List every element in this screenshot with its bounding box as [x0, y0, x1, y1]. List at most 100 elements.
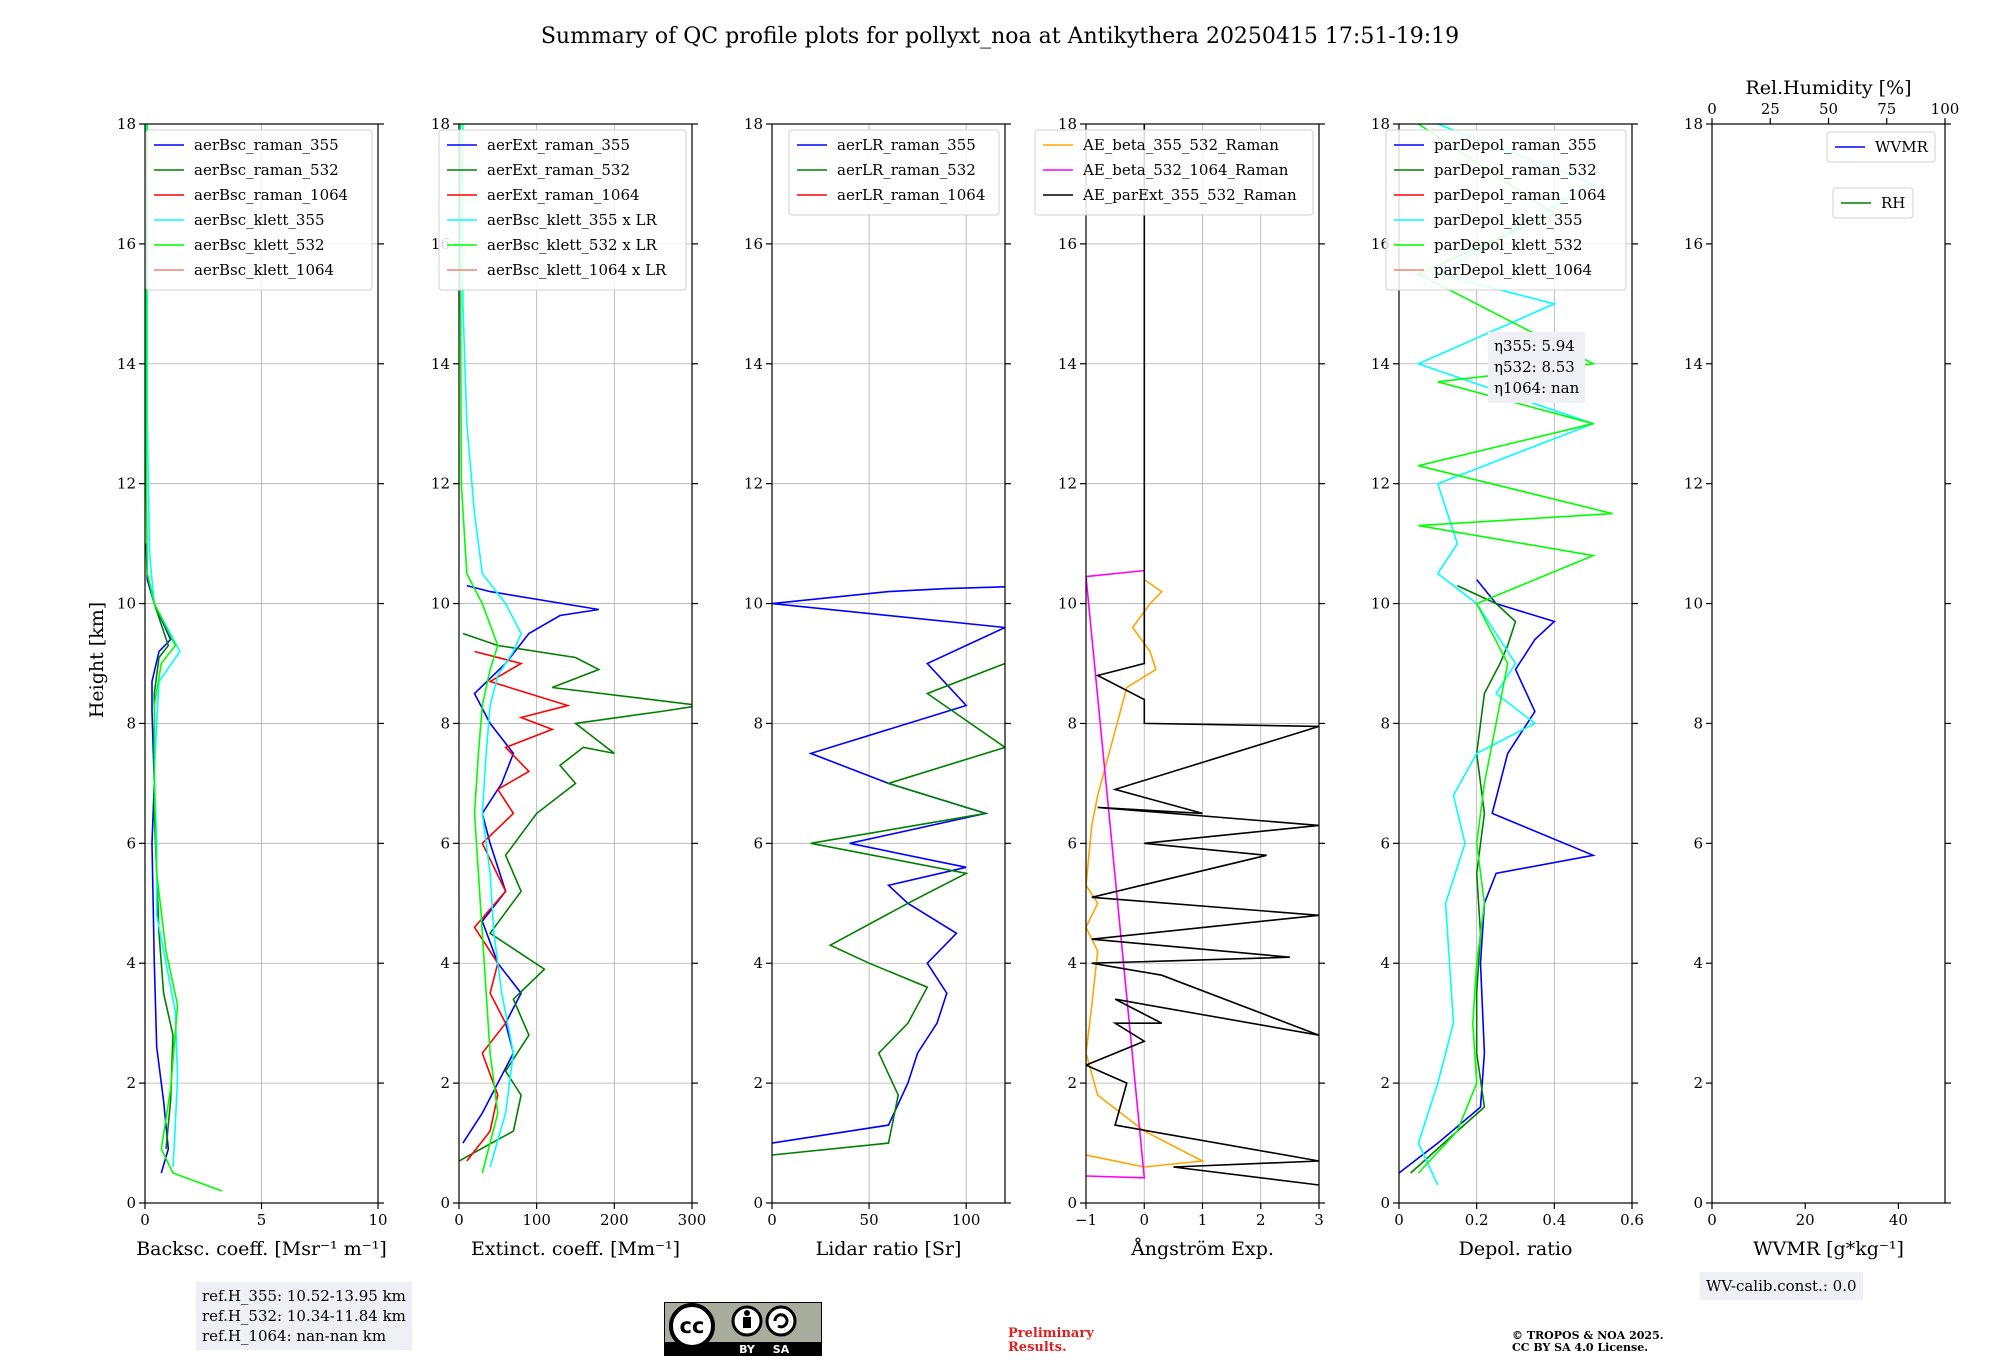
- legend: aerExt_raman_355 aerExt_raman_532 aerExt_r…: [438, 129, 687, 291]
- legend-box: [1034, 129, 1314, 216]
- y-tick-label: 6: [126, 834, 136, 852]
- y-tick-label: 10: [431, 595, 450, 613]
- series-line-AE-beta-532-1064-Raman: [1086, 569, 1146, 1179]
- y-tick-label: 0: [1380, 1194, 1390, 1212]
- y-tick-label: 14: [117, 355, 136, 373]
- axes-frame: [458, 123, 693, 1204]
- y-tick-label: 4: [1380, 954, 1390, 972]
- y-tick-label: 10: [1684, 595, 1703, 613]
- legend-label: parDepol_klett_355: [1434, 211, 1583, 229]
- legend: WVMR RH: [1826, 131, 1936, 219]
- legend-label: RH: [1881, 194, 1905, 212]
- y-tick-label: 10: [744, 595, 763, 613]
- legend-label: aerBsc_raman_355: [194, 136, 339, 154]
- x-tick-label: 100: [952, 1211, 981, 1229]
- by-text: BY: [739, 1343, 756, 1356]
- legend: aerBsc_raman_355 aerBsc_raman_532 aerBsc_r…: [145, 129, 373, 291]
- y-tick-label: 16: [117, 235, 136, 253]
- y-tick-label: 0: [753, 1194, 763, 1212]
- y-tick-label: 12: [431, 475, 450, 493]
- series-group: [459, 124, 692, 1174]
- x-axis-label: Depol. ratio: [1459, 1238, 1573, 1260]
- legend-label: AE_beta_355_532_Raman: [1082, 136, 1279, 154]
- copyright-note: © TROPOS & NOA 2025. CC BY SA 4.0 Licens…: [1512, 1330, 1664, 1354]
- legend-box: [1832, 187, 1914, 219]
- axes-frame: [1398, 123, 1633, 1204]
- y-tick-label: 8: [126, 714, 136, 732]
- y-tick-label: 4: [1067, 954, 1077, 972]
- series-line-aerExt-raman-1064: [466, 650, 571, 1162]
- y-tick-label: 10: [117, 595, 136, 613]
- legend-box: [145, 129, 373, 291]
- y-tick-label: 16: [744, 235, 763, 253]
- x-tick-label: 10: [368, 1211, 387, 1229]
- y-tick-label: 0: [1693, 1194, 1703, 1212]
- y-tick-label: 2: [126, 1074, 136, 1092]
- legend-label: parDepol_klett_532: [1434, 236, 1583, 254]
- legend: AE_beta_355_532_Raman AE_beta_532_1064_Ra…: [1034, 129, 1314, 216]
- legend-label: AE_parExt_355_532_Raman: [1082, 186, 1297, 204]
- series-line-parDepol-raman-355: [1399, 579, 1596, 1174]
- legend-label: AE_beta_532_1064_Raman: [1082, 161, 1289, 179]
- legend-label: aerBsc_klett_355: [194, 211, 325, 229]
- x-tick-label: 300: [678, 1211, 707, 1229]
- series-line-AE-parExt-355-532-Raman: [1086, 124, 1319, 1186]
- x-axis-label: Ångström Exp.: [1130, 1238, 1274, 1260]
- x-tick-label: 3: [1314, 1211, 1324, 1229]
- y-tick-label: 2: [753, 1074, 763, 1092]
- reference-heights-box: ref.H_355: 10.52-13.95 km ref.H_532: 10.…: [196, 1282, 412, 1350]
- preliminary-note: Preliminary Results.: [1008, 1327, 1094, 1355]
- x-tick-label: 0: [767, 1211, 777, 1229]
- legend-box: [788, 129, 1000, 216]
- legend-label: aerBsc_klett_355 x LR: [487, 211, 658, 229]
- x-tick-label: 20: [1796, 1211, 1815, 1229]
- copyright-line-1: © TROPOS & NOA 2025.: [1512, 1329, 1664, 1342]
- y-tick-label: 16: [1058, 235, 1077, 253]
- legend-label: parDepol_raman_1064: [1434, 186, 1606, 204]
- y-tick-label: 4: [126, 954, 136, 972]
- legend-box: [1826, 131, 1936, 163]
- y-tick-label: 4: [753, 954, 763, 972]
- x-tick-label: 1: [1198, 1211, 1208, 1229]
- legend-label: aerBsc_klett_532 x LR: [487, 236, 658, 254]
- series-line-aerLR-raman-532: [772, 662, 1005, 1156]
- x-tick-label: 0: [1394, 1211, 1404, 1229]
- x-tick-label: 0.2: [1465, 1211, 1489, 1229]
- y-tick-label: 6: [1380, 834, 1390, 852]
- x-axis-label: Extinct. coeff. [Mm⁻¹]: [471, 1238, 680, 1260]
- y-axis-label: Height [km]: [86, 602, 108, 718]
- preliminary-line-2: Results.: [1008, 1340, 1067, 1355]
- legend-label: aerLR_raman_355: [837, 136, 976, 154]
- top-tick-label: 50: [1819, 100, 1838, 118]
- y-tick-label: 16: [1371, 235, 1390, 253]
- y-tick-label: 2: [440, 1074, 450, 1092]
- wv-calib-text: WV-calib.const.: 0.0: [1706, 1277, 1857, 1295]
- y-tick-label: 6: [753, 834, 763, 852]
- y-tick-label: 12: [1058, 475, 1077, 493]
- x-tick-label: −1: [1075, 1211, 1097, 1229]
- legend-label: aerLR_raman_1064: [837, 186, 985, 204]
- x-tick-label: 200: [600, 1211, 629, 1229]
- y-tick-label: 12: [744, 475, 763, 493]
- y-tick-label: 18: [117, 115, 136, 133]
- y-tick-label: 8: [1067, 714, 1077, 732]
- wv-calib-box: WV-calib.const.: 0.0: [1700, 1272, 1863, 1300]
- series-group: [1086, 124, 1319, 1186]
- panel-1: 0 2 4 6 8 10 12 14 16 18 0 5 10 Backsc. coeff. [Msr⁻¹…: [117, 115, 388, 1260]
- series-line-aerExt-raman-355: [462, 584, 599, 1144]
- series-line-aerBsc-raman-355: [145, 543, 172, 1174]
- x-tick-label: 0: [454, 1211, 464, 1229]
- series-line-aerBsc-klett-355-x-LR: [462, 124, 522, 1168]
- legend-label: aerLR_raman_532: [837, 161, 976, 179]
- legend: aerLR_raman_355 aerLR_raman_532 aerLR_rama…: [788, 129, 1000, 216]
- cc-text: cc: [680, 1314, 705, 1338]
- series-line-aerExt-raman-532: [459, 632, 692, 1162]
- y-tick-label: 18: [431, 115, 450, 133]
- sa-text: SA: [773, 1343, 790, 1356]
- y-tick-label: 0: [1067, 1194, 1077, 1212]
- x-tick-label: 2: [1256, 1211, 1266, 1229]
- legend-label: aerExt_raman_355: [487, 136, 630, 154]
